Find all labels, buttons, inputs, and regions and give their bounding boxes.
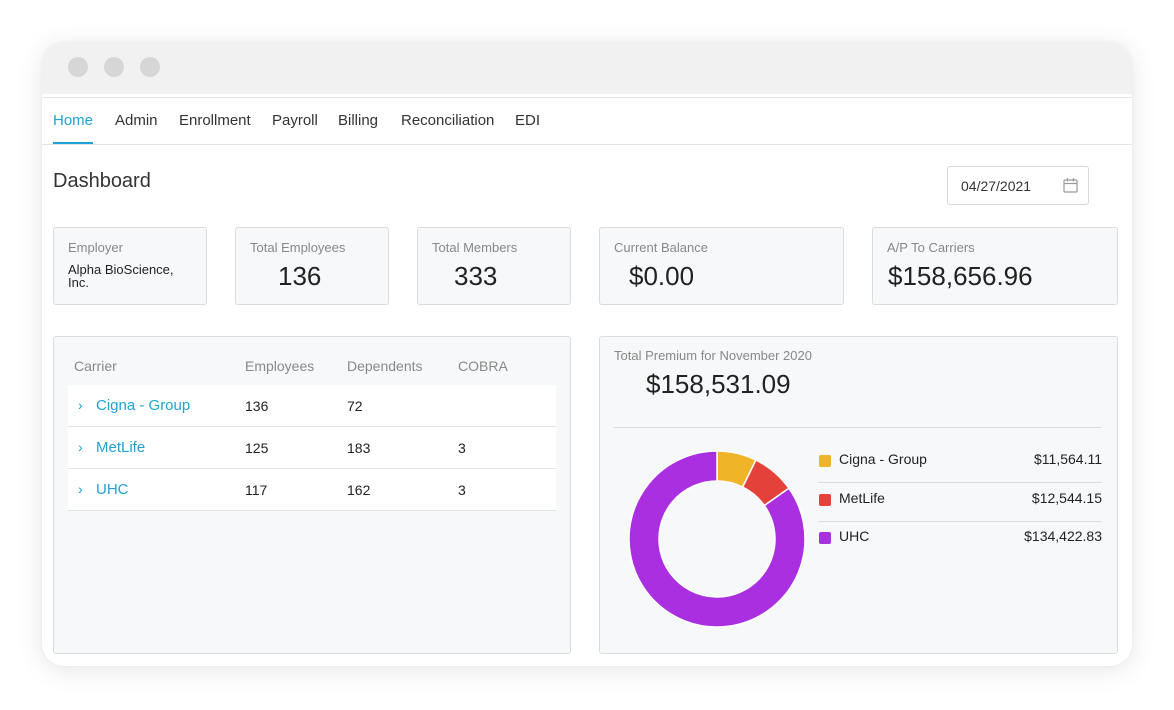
- premium-donut-chart: [628, 450, 806, 628]
- date-value: 04/27/2021: [961, 178, 1032, 194]
- carrier-link[interactable]: MetLife: [96, 439, 146, 456]
- total-employees-label: Total Employees: [250, 240, 346, 255]
- tab-enrollment[interactable]: Enrollment: [179, 112, 251, 129]
- tab-reconciliation[interactable]: Reconciliation: [401, 112, 495, 129]
- chevron-right-icon[interactable]: ›: [78, 439, 83, 455]
- employees-cell: 136: [245, 398, 269, 414]
- legend-amount: $12,544.15: [1031, 490, 1102, 506]
- dependents-cell: 183: [347, 440, 371, 456]
- close-window-dot[interactable]: [68, 57, 88, 77]
- legend-amount: $11,564.11: [1034, 451, 1102, 467]
- current-balance-value: $0.00: [629, 261, 695, 291]
- legend-item-cigna-group: Cigna - Group $11,564.11: [818, 445, 1102, 483]
- employer-label: Employer: [68, 240, 123, 255]
- total-members-label: Total Members: [432, 240, 518, 255]
- column-header-dependents[interactable]: Dependents: [347, 358, 423, 374]
- chevron-right-icon[interactable]: ›: [78, 397, 83, 413]
- date-picker[interactable]: 04/27/2021: [947, 166, 1089, 205]
- cobra-cell: 3: [458, 440, 466, 456]
- employees-cell: 125: [245, 440, 269, 456]
- dependents-cell: 72: [347, 398, 363, 414]
- dashboard-content: Dashboard 04/27/2021 Employer Alpha BioS…: [42, 145, 1132, 666]
- maximize-window-dot[interactable]: [140, 57, 160, 77]
- tab-billing[interactable]: Billing: [338, 112, 379, 129]
- legend-item-uhc: UHC $134,422.83: [818, 522, 1102, 560]
- carrier-link[interactable]: UHC: [96, 481, 129, 498]
- tab-payroll[interactable]: Payroll: [272, 112, 318, 129]
- legend-item-metlife: MetLife $12,544.15: [818, 484, 1102, 522]
- tab-admin[interactable]: Admin: [115, 112, 158, 129]
- legend-swatch: [819, 455, 831, 467]
- current-balance-label: Current Balance: [614, 240, 708, 255]
- ap-to-carriers-value: $158,656.96: [888, 261, 1033, 291]
- column-header-carrier[interactable]: Carrier: [74, 358, 117, 374]
- column-header-employees[interactable]: Employees: [245, 358, 315, 374]
- ap-to-carriers-card: A/P To Carriers $158,656.96: [872, 227, 1118, 305]
- calendar-icon[interactable]: [1063, 177, 1078, 193]
- tab-edi[interactable]: EDI: [515, 112, 541, 129]
- browser-window: Home Admin Enrollment Payroll Billing Re…: [42, 42, 1132, 666]
- premium-label: Total Premium for November 2020: [614, 348, 812, 363]
- tab-home[interactable]: Home: [53, 98, 94, 144]
- employer-value: Alpha BioScience, Inc.: [68, 262, 174, 290]
- premium-total: $158,531.09: [646, 369, 791, 399]
- chevron-right-icon[interactable]: ›: [78, 481, 83, 497]
- column-header-cobra[interactable]: COBRA: [458, 358, 508, 374]
- carrier-link[interactable]: Cigna - Group: [96, 397, 191, 414]
- employer-card: Employer Alpha BioScience, Inc.: [53, 227, 207, 305]
- legend-amount: $134,422.83: [1024, 528, 1102, 544]
- donut-slice-uhc: [628, 450, 806, 628]
- total-employees-card: Total Employees 136: [235, 227, 389, 305]
- dependents-cell: 162: [347, 482, 371, 498]
- employees-cell: 117: [245, 482, 268, 498]
- cobra-cell: 3: [458, 482, 466, 498]
- premium-divider: [614, 427, 1102, 428]
- minimize-window-dot[interactable]: [104, 57, 124, 77]
- total-members-card: Total Members 333: [417, 227, 571, 305]
- total-employees-value: 136: [278, 261, 322, 291]
- current-balance-card: Current Balance $0.00: [599, 227, 844, 305]
- table-row-metlife[interactable]: › MetLife 125 183 3: [68, 427, 556, 469]
- carriers-table: Carrier Employees Dependents COBRA › Cig…: [53, 336, 571, 654]
- main-nav: Home Admin Enrollment Payroll Billing Re…: [42, 97, 1132, 145]
- legend-label: UHC: [839, 528, 870, 544]
- legend-label: Cigna - Group: [839, 451, 927, 467]
- total-members-value: 333: [454, 261, 498, 291]
- table-row-cigna-group[interactable]: › Cigna - Group 136 72: [68, 385, 556, 427]
- page-title: Dashboard: [53, 170, 151, 192]
- legend-swatch: [819, 494, 831, 506]
- legend-label: MetLife: [839, 490, 885, 506]
- ap-to-carriers-label: A/P To Carriers: [887, 240, 975, 255]
- table-row-uhc[interactable]: › UHC 117 162 3: [68, 469, 556, 511]
- title-bar: [42, 42, 1132, 94]
- legend-swatch: [819, 532, 831, 544]
- premium-panel: Total Premium for November 2020 $158,531…: [599, 336, 1118, 654]
